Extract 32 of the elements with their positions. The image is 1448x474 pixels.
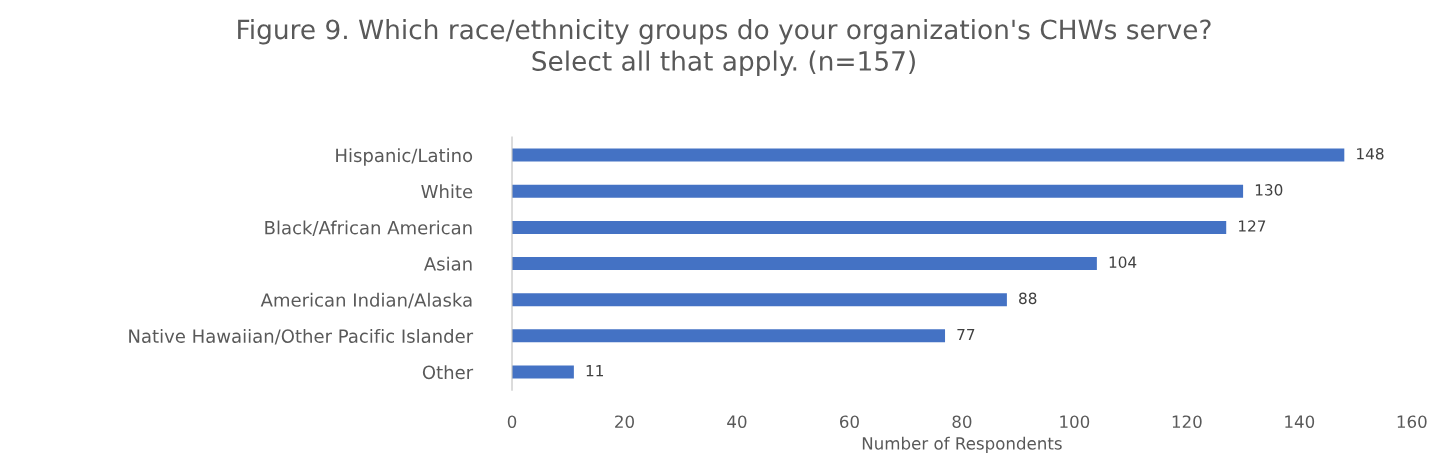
y-tick-label: Asian [423, 256, 472, 271]
x-tick-label: 140 [1285, 415, 1315, 428]
data-label: 11 [586, 365, 604, 377]
data-label: 104 [1109, 256, 1137, 268]
y-tick-label: American Indian/Alaska [260, 292, 472, 309]
bar [512, 220, 1227, 234]
bar [512, 365, 574, 379]
data-label: 130 [1255, 184, 1283, 196]
data-label: 127 [1239, 220, 1266, 232]
x-axis-title: Number of Respondents [862, 436, 1062, 453]
bar [512, 148, 1345, 162]
y-tick-label: Black/African American [265, 220, 472, 236]
y-tick-label: Other [422, 365, 474, 380]
chart-title: Figure 9. Which race/ethnicity groups do your organization's CHWs serve? Select all that apply. (n=157) [238, 18, 1211, 77]
x-tick-label: 0 [507, 415, 517, 428]
bar [512, 293, 1007, 307]
x-tick-label: 80 [952, 415, 972, 428]
x-tick-label: 120 [1172, 415, 1202, 428]
y-tick-label: Hispanic/Latino [336, 148, 473, 166]
y-tick-label: White [421, 184, 473, 199]
y-tick-label: Native Hawaiian/Other Pacific Islander [129, 329, 474, 345]
data-label: 148 [1357, 147, 1384, 160]
bar [512, 184, 1244, 198]
data-label: 77 [957, 328, 975, 341]
x-tick-label: 160 [1397, 415, 1427, 428]
data-label: 88 [1019, 292, 1037, 305]
x-tick-label: 20 [615, 415, 634, 428]
x-tick-label: 100 [1060, 415, 1090, 428]
bar [512, 329, 946, 343]
x-tick-label: 40 [727, 415, 747, 428]
bar [512, 257, 1097, 271]
x-tick-label: 60 [839, 415, 859, 428]
